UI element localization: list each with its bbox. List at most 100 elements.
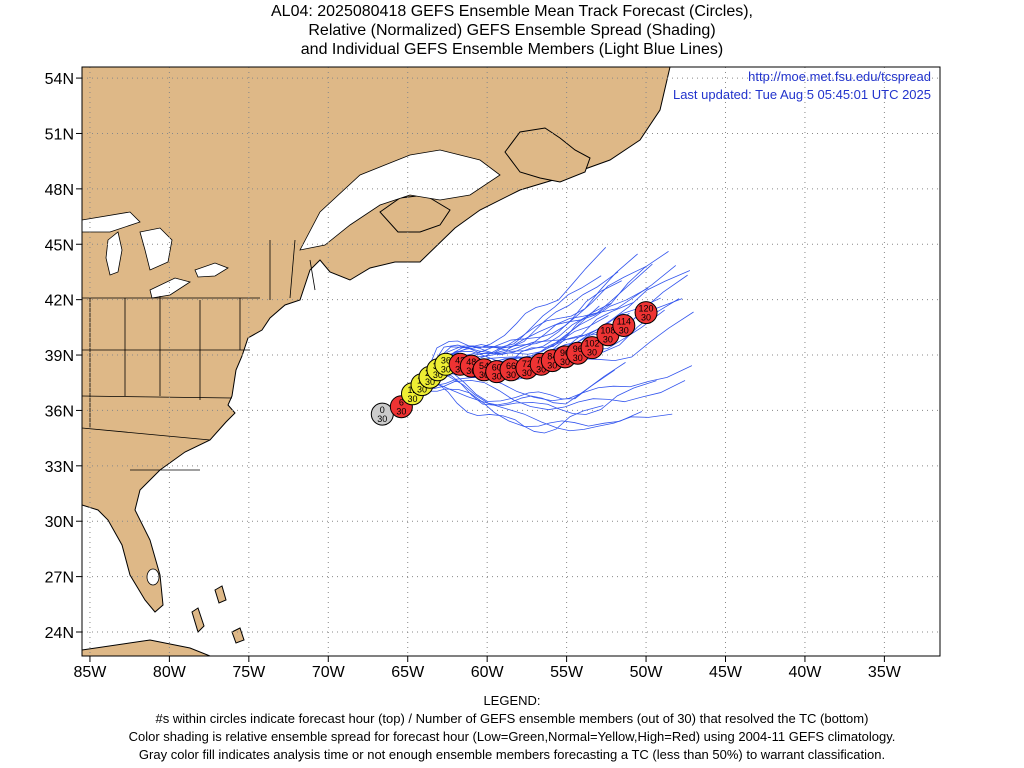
ensemble-member-line: [412, 379, 604, 434]
axis-ticks: 85W 80W 75W 70W 65W 60W 55W 50W 45W 40W 35W 24N 27N 3…: [45, 71, 902, 681]
track-hour-label: 48: [466, 357, 476, 367]
lat-tick-label: 24N: [45, 625, 74, 642]
track-members-label: 30: [587, 348, 597, 358]
cuba: [82, 639, 211, 656]
lake-huron: [139, 227, 173, 271]
title-line-1: AL04: 2025080418 GEFS Ensemble Mean Trac…: [271, 3, 753, 20]
track-members-label: 30: [396, 407, 406, 417]
land-newfoundland: [504, 127, 591, 183]
track-circle: [634, 301, 658, 325]
lon-tick-label: 55W: [550, 664, 584, 681]
track-members-label: 30: [560, 357, 570, 367]
title-line-3: and Individual GEFS Ensemble Members (Li…: [300, 41, 724, 58]
land-north-america: [82, 67, 671, 613]
track-members-label: 30: [407, 394, 417, 404]
lat-tick-label: 42N: [45, 293, 74, 310]
track-members-label: 30: [441, 364, 451, 374]
track-members-label: 30: [547, 361, 557, 371]
ensemble-mean-track: 0306301230183024303030363042304830543060…: [370, 301, 658, 426]
track-hour-label: 96: [573, 344, 583, 354]
track-hour-label: 72: [522, 359, 532, 369]
track-hour-label: 84: [547, 352, 557, 362]
legend-line-1: #s within circles indicate forecast hour…: [155, 711, 869, 726]
lat-tick-label: 27N: [45, 570, 74, 587]
track-members-label: 30: [377, 414, 387, 424]
track-hour-label: 36: [441, 355, 451, 365]
lake-superior: [82, 211, 141, 233]
lat-tick-label: 39N: [45, 348, 74, 365]
ensemble-member-line: [412, 380, 686, 411]
track-members-label: 30: [573, 353, 583, 363]
ensemble-member-line: [412, 270, 691, 395]
track-members-label: 30: [536, 364, 546, 374]
lat-tick-label: 51N: [45, 126, 74, 143]
bahamas-island: [191, 607, 205, 633]
lon-tick-label: 85W: [73, 664, 107, 681]
track-hour-label: 114: [617, 316, 631, 326]
track-hour-label: 54: [479, 361, 489, 371]
track-hour-label: 6: [399, 398, 404, 408]
lon-tick-label: 70W: [312, 664, 346, 681]
chart-title: AL04: 2025080418 GEFS Ensemble Mean Trac…: [0, 2, 1024, 59]
lake-erie: [149, 277, 191, 299]
track-circle: [580, 336, 604, 360]
lat-tick-label: 54N: [45, 71, 74, 88]
lon-tick-label: 60W: [471, 664, 505, 681]
title-line-2: Relative (Normalized) GEFS Ensemble Spre…: [308, 22, 716, 39]
bahamas-island: [214, 585, 227, 604]
lake-ontario: [194, 262, 229, 278]
land-nova-scotia: [379, 194, 451, 233]
lat-lon-grid: [82, 67, 940, 656]
legend-line-3: Gray color fill indicates analysis time …: [138, 747, 886, 762]
last-updated: Last updated: Tue Aug 5 05:45:01 UTC 202…: [672, 87, 931, 102]
lon-tick-label: 75W: [232, 664, 266, 681]
track-members-label: 30: [506, 370, 516, 380]
track-members-label: 30: [466, 366, 476, 376]
lat-tick-label: 33N: [45, 459, 74, 476]
track-circle: [612, 313, 636, 337]
track-members-label: 30: [479, 370, 489, 380]
state-borders: [82, 239, 316, 471]
track-members-label: 30: [417, 385, 427, 395]
lat-tick-label: 30N: [45, 514, 74, 531]
source-url: http://moe.met.fsu.edu/tcspread: [748, 69, 931, 84]
track-members-label: 30: [425, 377, 435, 387]
lon-tick-label: 40W: [788, 664, 822, 681]
track-hour-label: 0: [380, 405, 385, 415]
lat-tick-label: 36N: [45, 403, 74, 420]
track-hour-label: 102: [585, 339, 600, 349]
legend-line-2: Color shading is relative ensemble sprea…: [128, 729, 896, 744]
ensemble-member-line: [412, 365, 693, 402]
lon-tick-label: 80W: [153, 664, 187, 681]
lat-tick-label: 48N: [45, 182, 74, 199]
legend: LEGEND: #s within circles indicate forec…: [0, 692, 1024, 764]
lon-tick-label: 35W: [868, 664, 902, 681]
track-members-label: 30: [433, 370, 443, 380]
track-members-label: 30: [492, 372, 502, 382]
track-members-label: 30: [455, 364, 465, 374]
gulf-of-st-lawrence: [299, 149, 501, 251]
track-hour-label: 90: [560, 348, 570, 358]
track-hour-label: 60: [492, 363, 502, 373]
lon-tick-label: 65W: [391, 664, 425, 681]
track-hour-label: 66: [506, 361, 516, 371]
lon-tick-label: 45W: [709, 664, 743, 681]
track-hour-label: 108: [600, 326, 615, 336]
legend-heading: LEGEND:: [483, 693, 541, 708]
map-frame: [81, 66, 941, 657]
track-members-label: 30: [522, 368, 532, 378]
lake-michigan: [105, 231, 123, 276]
bahamas-island: [231, 627, 245, 644]
lat-tick-label: 45N: [45, 237, 74, 254]
track-members-label: 30: [641, 313, 651, 323]
ensemble-member-line: [412, 297, 661, 391]
ensemble-member-tracks: [412, 247, 694, 434]
lon-tick-label: 50W: [630, 664, 664, 681]
track-members-label: 30: [619, 325, 629, 335]
ensemble-member-line: [412, 383, 673, 432]
track-hour-label: 42: [455, 355, 465, 365]
